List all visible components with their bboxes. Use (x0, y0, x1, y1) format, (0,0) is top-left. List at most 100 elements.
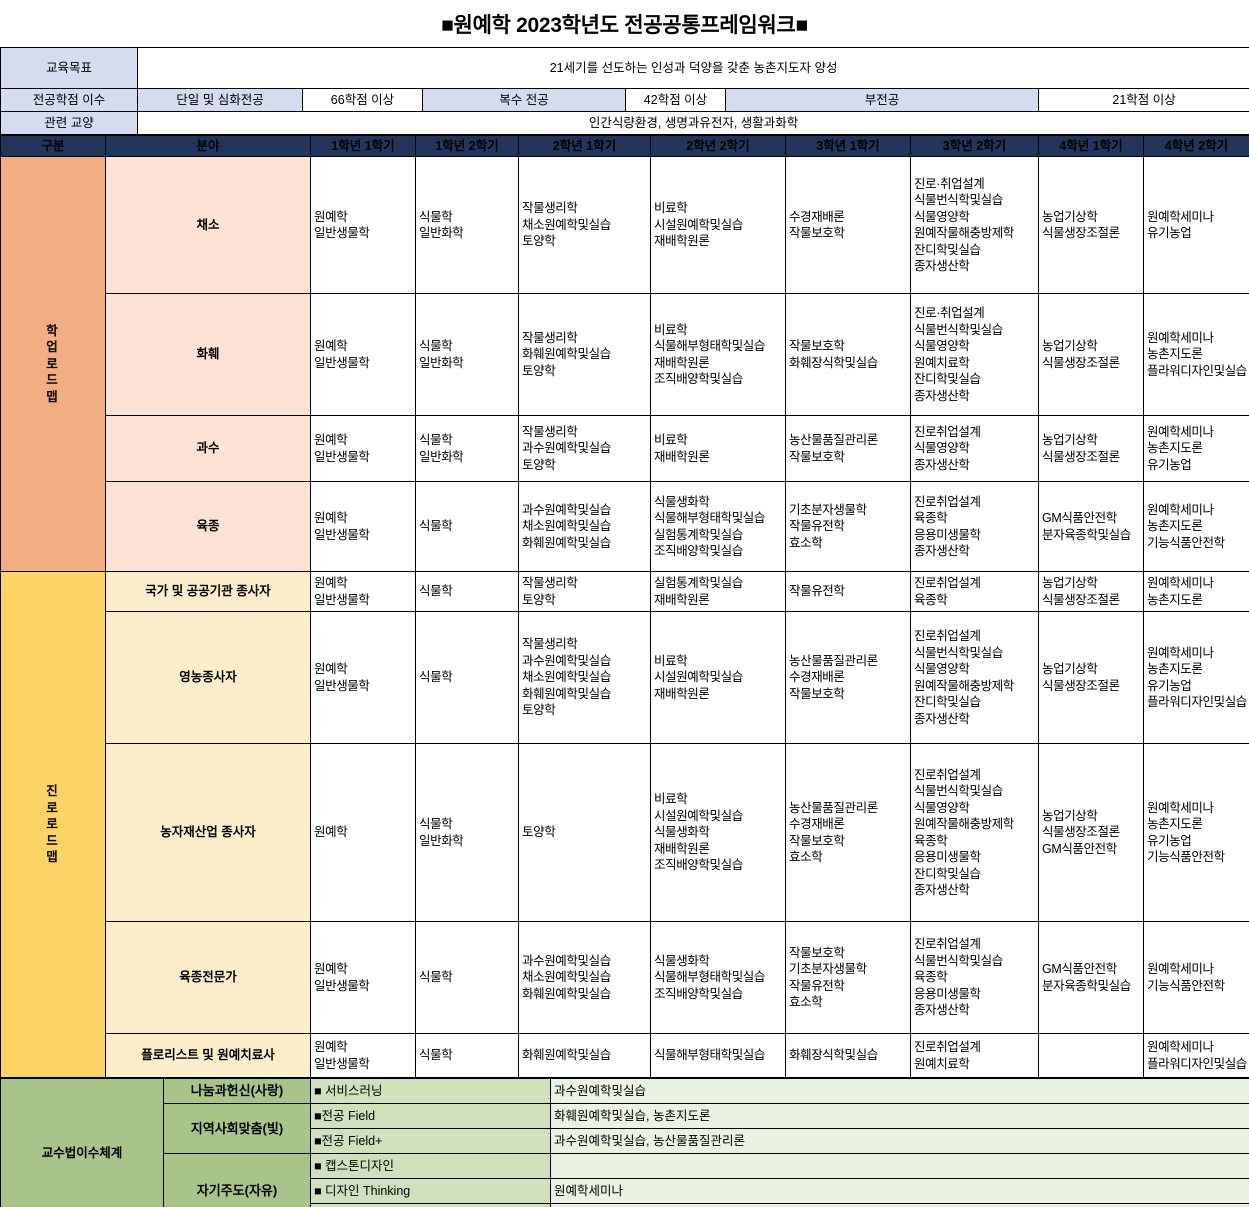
course-item: 과수원예학및실습 (522, 653, 611, 668)
course-item: 토양학 (522, 703, 556, 718)
course-item: 식물해부형태학및실습 (654, 970, 766, 985)
course-item: 원예학세미나 (1147, 800, 1214, 815)
course-item: 일반화학 (419, 833, 464, 848)
field-label: 화훼 (105, 293, 311, 416)
course-item: 식물생장조절론 (1042, 355, 1120, 370)
course-item: 종자생산학 (914, 1003, 970, 1018)
teaching-method-courses: 진로취업설계 (550, 1203, 1249, 1207)
col-header-sem-2-1: 2학년 1학기 (518, 135, 651, 157)
course-cell: 식물학 (415, 921, 519, 1034)
course-item: 응용미생물학 (914, 850, 981, 864)
course-item: 재배학원론 (654, 234, 710, 249)
course-item: 원예치료학 (914, 1056, 970, 1071)
course-item: 일반생물학 (314, 1056, 370, 1071)
curriculum-row: 플로리스트 및 원예치료사 원예학 일반생물학 식물학 화훼원예학및실습 식물해부형태학및… (1, 1033, 1249, 1078)
course-cell: 화훼원예학및실습 (518, 1033, 651, 1078)
teaching-method-table: 교수법이수체계 나눔과헌신(사랑) ■ 서비스러닝 과수원예학및실습 지역사회맞춤(빛)… (0, 1078, 1249, 1207)
course-cell: 원예학세미나 기능식품안전학 (1143, 921, 1249, 1034)
course-item: 작물보호학 (789, 945, 845, 960)
course-item: 식물영양학 (914, 441, 970, 456)
course-cell: 원예학 일반생물학 (310, 921, 416, 1034)
course-cell: 원예학세미나 농촌지도론 유기농업 (1143, 415, 1249, 482)
course-item: 종자생산학 (914, 711, 970, 726)
course-cell: 과수원예학및실습 채소원예학및실습 화훼원예학및실습 (518, 921, 651, 1034)
field-label: 과수 (105, 415, 311, 482)
course-item: 효소학 (789, 995, 823, 1009)
course-item: 농촌지도론 (1147, 347, 1203, 362)
course-item: GM식품안전학 (1042, 511, 1117, 525)
course-cell: 작물보호학 기초분자생물학 작물유전학 효소학 (785, 921, 911, 1034)
course-item: 과수원예학및실습 (522, 953, 611, 968)
course-item: 진로·취업설계 (914, 306, 985, 320)
course-item: GM식품안전학 (1042, 841, 1117, 856)
course-item: 원예학세미나 (1147, 330, 1214, 345)
course-item: 과수원예학및실습 (522, 441, 611, 456)
course-item: 원예학 (314, 576, 348, 590)
course-cell: 원예학세미나 농촌지도론 유기농업 기능식품안전학 (1143, 743, 1249, 922)
col-header-sem-3-2: 3학년 2학기 (910, 135, 1039, 157)
course-item: 채소원예학및실습 (522, 670, 611, 685)
course-item: 식물해부형태학및실습 (654, 339, 766, 353)
col-header-category: 구분 (0, 135, 106, 157)
col-header-sem-1-2: 1학년 2학기 (415, 135, 519, 157)
course-item: 진로취업설계 (914, 1040, 981, 1054)
course-item: 조직배양학및실습 (654, 372, 743, 386)
course-item: 토양학 (522, 363, 556, 378)
course-item: 원예학세미나 (1147, 645, 1214, 660)
course-cell: 농업기상학 식물생장조절론 GM식품안전학 (1038, 743, 1144, 922)
field-label: 채소 (105, 156, 311, 294)
teaching-method-name: ■ 창의 설계 (310, 1203, 551, 1207)
course-item: 작물보호학 (789, 339, 845, 353)
course-cell: 비료학 시설원예학및실습 재배학원론 (650, 156, 786, 294)
course-item: 육종학 (914, 511, 948, 525)
field-label: 육종 (105, 481, 311, 572)
course-item: 농산물품질관리론 (789, 800, 878, 815)
course-item: 토양학 (522, 457, 556, 472)
course-item: 재배학원론 (654, 449, 710, 464)
column-header-row: 구분 분야 1학년 1학기 1학년 2학기 2학년 1학기 2학년 2학기 3학… (0, 135, 1249, 157)
course-item: 작물생리학 (522, 424, 578, 439)
course-item: 화훼원예학및실습 (522, 347, 611, 362)
section-category-academic: 학 업 로 드 맵 (0, 156, 106, 572)
credit-amount-minor: 21학점 이상 (1037, 88, 1249, 112)
teaching-method-courses: 원예학세미나 (550, 1178, 1249, 1204)
course-item: 조직배양학및실습 (654, 986, 743, 1001)
course-cell: 진로·취업설계 식물번식학및실습 식물영양학 원예치료학 잔디학및실습 종자생산학 (910, 293, 1039, 416)
page-title: ■원예학 2023학년도 전공공통프레임워크■ (441, 13, 808, 37)
course-item: 식물생장조절론 (1042, 449, 1120, 464)
course-cell: 식물학 일반화학 (415, 743, 519, 922)
course-item: 식물생장조절론 (1042, 825, 1120, 840)
course-item: 식물번식학및실습 (914, 193, 1003, 207)
course-cell: 작물생리학 토양학 (518, 571, 651, 612)
field-label: 영농종사자 (105, 611, 311, 744)
course-cell: 원예학 일반생물학 (310, 156, 416, 294)
course-item: 종자생산학 (914, 388, 970, 403)
course-item: 토양학 (522, 234, 556, 249)
col-header-sem-4-2: 4학년 2학기 (1143, 135, 1249, 157)
course-item: 실험통계학및실습 (654, 527, 743, 542)
course-item: 분자육종학및실습 (1042, 527, 1131, 542)
liberal-arts-label: 관련 교양 (0, 111, 138, 135)
course-item: 원예학 (314, 209, 348, 224)
course-item: 농업기상학 (1042, 339, 1098, 353)
curriculum-row: 화훼 원예학 일반생물학 식물학 일반화학 작물생리학 화훼원예학및실습 토양학 비료학 식물해부… (1, 293, 1249, 416)
course-cell: 농업기상학 식물생장조절론 (1038, 415, 1144, 482)
course-item: 식물학 (419, 519, 453, 534)
course-item: 원예학 (314, 511, 348, 525)
course-cell: 원예학세미나 플라워디자인및실습 (1143, 1033, 1249, 1078)
course-cell: 식물학 (415, 571, 519, 612)
course-cell: 진로취업설계 육종학 응용미생물학 종자생산학 (910, 481, 1039, 572)
course-cell: 작물생리학 채소원예학및실습 토양학 (518, 156, 651, 294)
col-header-sem-4-1: 4학년 1학기 (1038, 135, 1144, 157)
course-item: 작물보호학 (789, 686, 845, 701)
teaching-method-row: ■ 디자인 Thinking 원예학세미나 (1, 1178, 1249, 1204)
teaching-method-courses (550, 1153, 1249, 1179)
course-cell: 농업기상학 식물생장조절론 (1038, 611, 1144, 744)
col-header-sem-2-2: 2학년 2학기 (650, 135, 786, 157)
course-item: 일반화학 (419, 226, 464, 240)
course-item: 식물영양학 (914, 339, 970, 353)
course-item: 진로취업설계 (914, 576, 981, 590)
